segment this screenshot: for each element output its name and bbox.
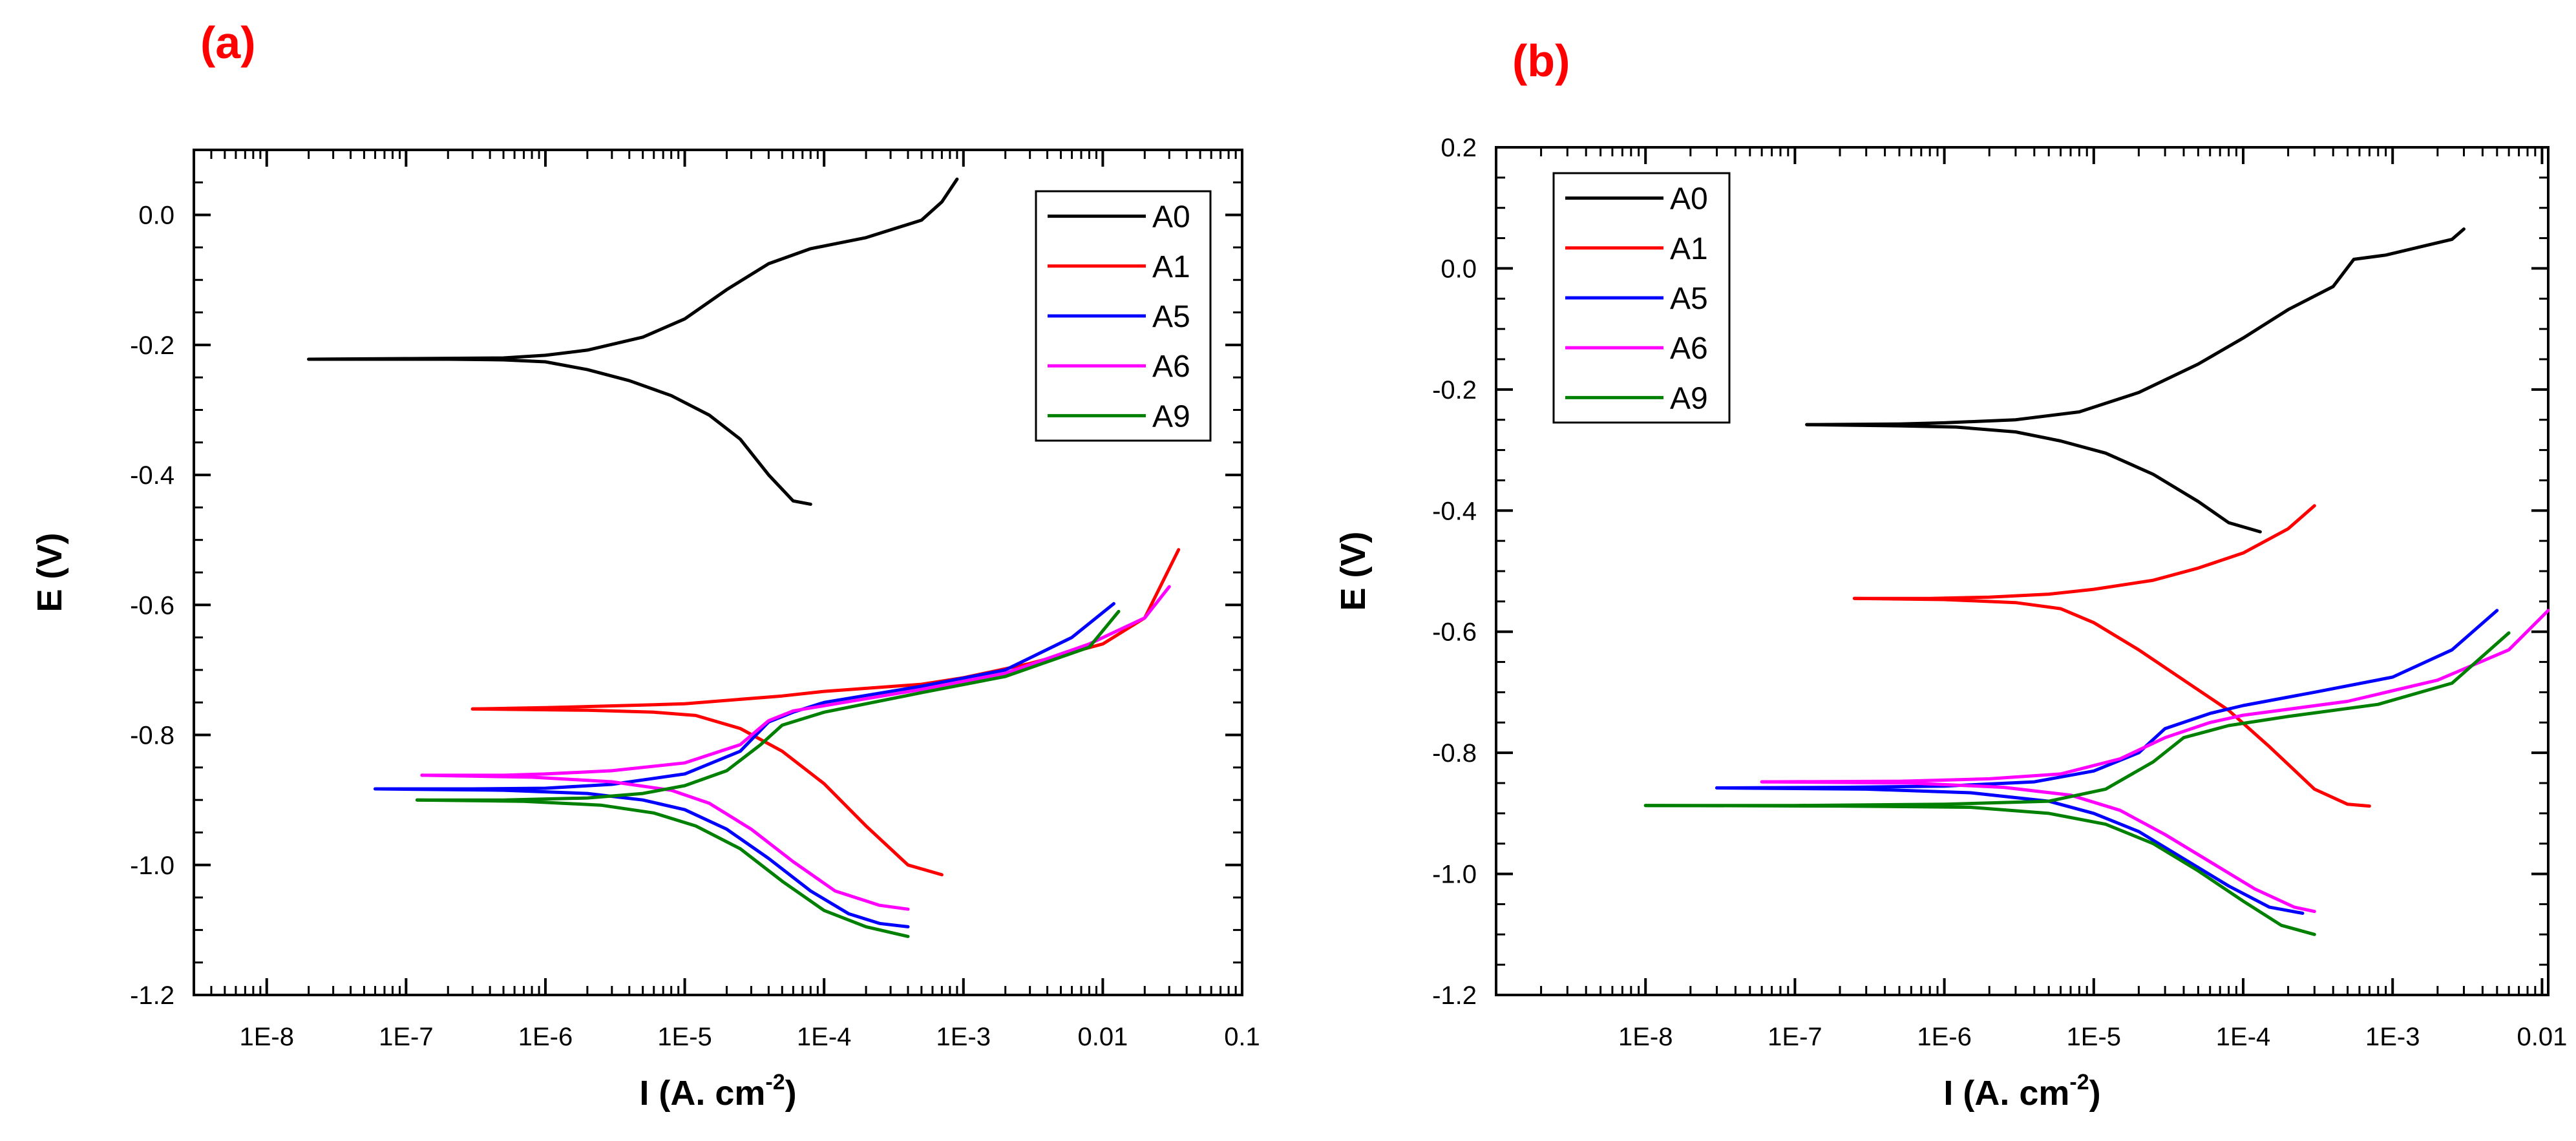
- series-a0-anodic-line: [1805, 227, 2465, 426]
- x-tick-label: 1E-3: [936, 1023, 991, 1051]
- x-tick-label: 1E-3: [2365, 1023, 2420, 1051]
- legend-label-a5: A5: [1152, 300, 1190, 334]
- y-tick-label: 0.0: [138, 202, 174, 230]
- panel-label: (b): [1512, 36, 1570, 86]
- x-axis-title-exponent: -2: [765, 1070, 785, 1094]
- series-a5-anodic-line: [374, 602, 1115, 791]
- x-tick-label: 0.01: [2517, 1023, 2568, 1051]
- x-tick-label: 1E-7: [379, 1023, 434, 1051]
- y-tick-label: 0.2: [1441, 134, 1477, 162]
- x-axis-title-close: ): [785, 1074, 797, 1113]
- series-a6-cathodic-line: [1760, 780, 2316, 914]
- legend-label-a9: A9: [1670, 381, 1708, 415]
- series-a0-cathodic-line: [307, 357, 812, 506]
- x-tick-label: 0.1: [1224, 1023, 1260, 1051]
- y-tick-label: -0.4: [1432, 497, 1477, 525]
- series-a5-cathodic-line: [374, 787, 910, 928]
- legend-label-a0: A0: [1670, 182, 1708, 216]
- y-tick-label: -0.2: [130, 331, 174, 360]
- x-axis-title-exponent: -2: [2069, 1070, 2089, 1094]
- x-tick-label: 1E-8: [1618, 1023, 1673, 1051]
- chart-panel-a: (a) 1E-8 1E-7 1E-6 1E-5 1E-4 1E-3 0.01 0.1 -1.2 -1…: [30, 17, 1260, 1113]
- x-tick-label: 0.01: [1077, 1023, 1128, 1051]
- x-tick-label: 1E-5: [2067, 1023, 2122, 1051]
- x-tick-label: 1E-6: [1917, 1023, 1972, 1051]
- y-tick-label: -0.4: [130, 461, 174, 490]
- y-tick-label: 0.0: [1441, 255, 1477, 283]
- x-tick-label: 1E-6: [518, 1023, 573, 1051]
- legend: A0 A1 A5 A6 A9: [1552, 172, 1731, 424]
- x-tick-label: 1E-7: [1768, 1023, 1822, 1051]
- series-a6-anodic-line: [1760, 609, 2550, 784]
- series-a1-anodic-line: [470, 548, 1181, 711]
- legend: A0 A1 A5 A6 A9: [1035, 190, 1212, 442]
- legend-label-a5: A5: [1670, 282, 1708, 316]
- x-axis-title: I (A. cm-2): [639, 1070, 796, 1113]
- x-tick-label: 1E-8: [239, 1023, 294, 1051]
- x-tick-label: 1E-5: [657, 1023, 712, 1051]
- x-axis-title-main: I (A. cm: [639, 1074, 765, 1113]
- series-a9-cathodic-line: [415, 798, 910, 938]
- series-a6-cathodic-line: [420, 773, 910, 911]
- y-axis-title: E (V): [30, 532, 69, 612]
- y-tick-label: -1.0: [130, 852, 174, 880]
- legend-label-a1: A1: [1152, 250, 1190, 284]
- y-axis-title: E (V): [1334, 531, 1373, 611]
- legend-label-a6: A6: [1670, 331, 1708, 366]
- panel-label: (a): [200, 17, 256, 68]
- series-a0-anodic-line: [307, 177, 959, 361]
- series-a1-anodic-line: [1852, 504, 2316, 600]
- legend-label-a0: A0: [1152, 200, 1190, 235]
- x-axis-title: I (A. cm-2): [1943, 1070, 2100, 1113]
- y-tick-label: -0.6: [130, 591, 174, 620]
- y-tick-label: -1.0: [1432, 861, 1477, 889]
- legend-label-a9: A9: [1152, 399, 1190, 434]
- series-a6-anodic-line: [420, 585, 1171, 777]
- series-a9-anodic-line: [415, 609, 1121, 802]
- x-tick-label: 1E-4: [2216, 1023, 2271, 1051]
- series-a1-cathodic-line: [470, 707, 944, 877]
- y-tick-label: -1.2: [130, 981, 174, 1010]
- series-a1-cathodic-line: [1852, 596, 2371, 808]
- y-tick-label: -0.6: [1432, 618, 1477, 647]
- chart-panel-b: (b) 1E-8 1E-7 1E-6 1E-5 1E-4 1E-3 0.01 -1.2 -1.0 -…: [1334, 36, 2567, 1113]
- legend-label-a6: A6: [1152, 350, 1190, 384]
- y-tick-label: -0.8: [1432, 739, 1477, 768]
- legend-label-a1: A1: [1670, 232, 1708, 266]
- series-a9-cathodic-line: [1643, 804, 2316, 936]
- x-axis-title-close: ): [2089, 1074, 2101, 1113]
- series-a9-anodic-line: [1643, 631, 2511, 808]
- series-a0-cathodic-line: [1805, 423, 2262, 534]
- y-tick-label: -0.2: [1432, 376, 1477, 404]
- y-tick-label: -1.2: [1432, 981, 1477, 1010]
- series-a5-cathodic-line: [1715, 786, 2305, 915]
- x-tick-label: 1E-4: [797, 1023, 852, 1051]
- x-axis-title-main: I (A. cm: [1943, 1074, 2069, 1113]
- y-tick-label: -0.8: [130, 722, 174, 750]
